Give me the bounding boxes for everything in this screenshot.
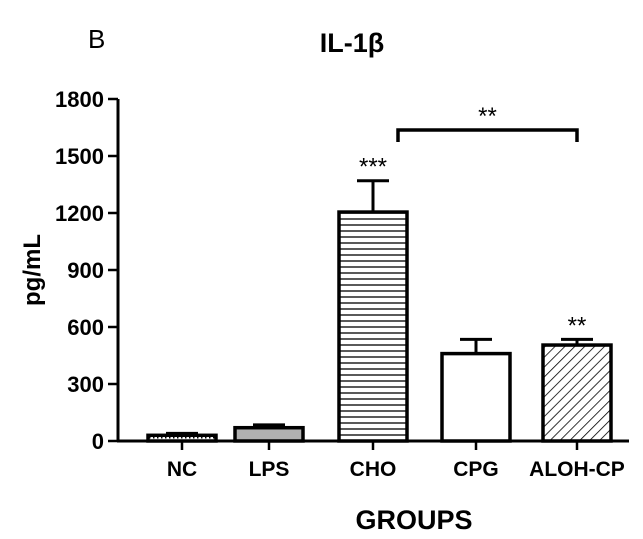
- x-tick-label: NC: [167, 458, 197, 481]
- comparison-bracket: [396, 128, 579, 142]
- chart-title: IL-1β: [320, 28, 384, 58]
- bar-cpg: [440, 351, 512, 443]
- bar-nc: [146, 433, 218, 443]
- y-tick-label: 600: [67, 315, 104, 340]
- y-tick-label: 0: [92, 429, 104, 454]
- bar-lps: [233, 425, 305, 443]
- y-tick-label: 1200: [55, 201, 104, 226]
- y-axis-ticks: 0 300 600 900 1200 1500 1800: [55, 87, 118, 454]
- significance-label: ***: [359, 154, 387, 181]
- bar-aloh-cp: [541, 343, 613, 443]
- x-tick-label: ALOH-CP: [529, 458, 625, 481]
- significance-annotations: *******: [359, 103, 586, 339]
- bars-group: [146, 179, 613, 443]
- bar-cho: [337, 210, 409, 443]
- y-tick-label: 1800: [55, 87, 104, 112]
- comparison-label: **: [478, 103, 497, 130]
- x-tick-label: CPG: [453, 458, 499, 481]
- significance-label: **: [568, 312, 587, 339]
- y-axis-label: pg/mL: [19, 234, 46, 306]
- x-axis-ticks: NC LPS CHO CPG ALOH-CP: [167, 441, 625, 481]
- panel-label: B: [88, 24, 105, 54]
- x-tick-label: LPS: [249, 458, 290, 481]
- x-tick-label: CHO: [350, 458, 397, 481]
- y-tick-label: 1500: [55, 144, 104, 169]
- y-tick-label: 300: [67, 372, 104, 397]
- x-axis-label: GROUPS: [355, 505, 472, 535]
- y-tick-label: 900: [67, 258, 104, 283]
